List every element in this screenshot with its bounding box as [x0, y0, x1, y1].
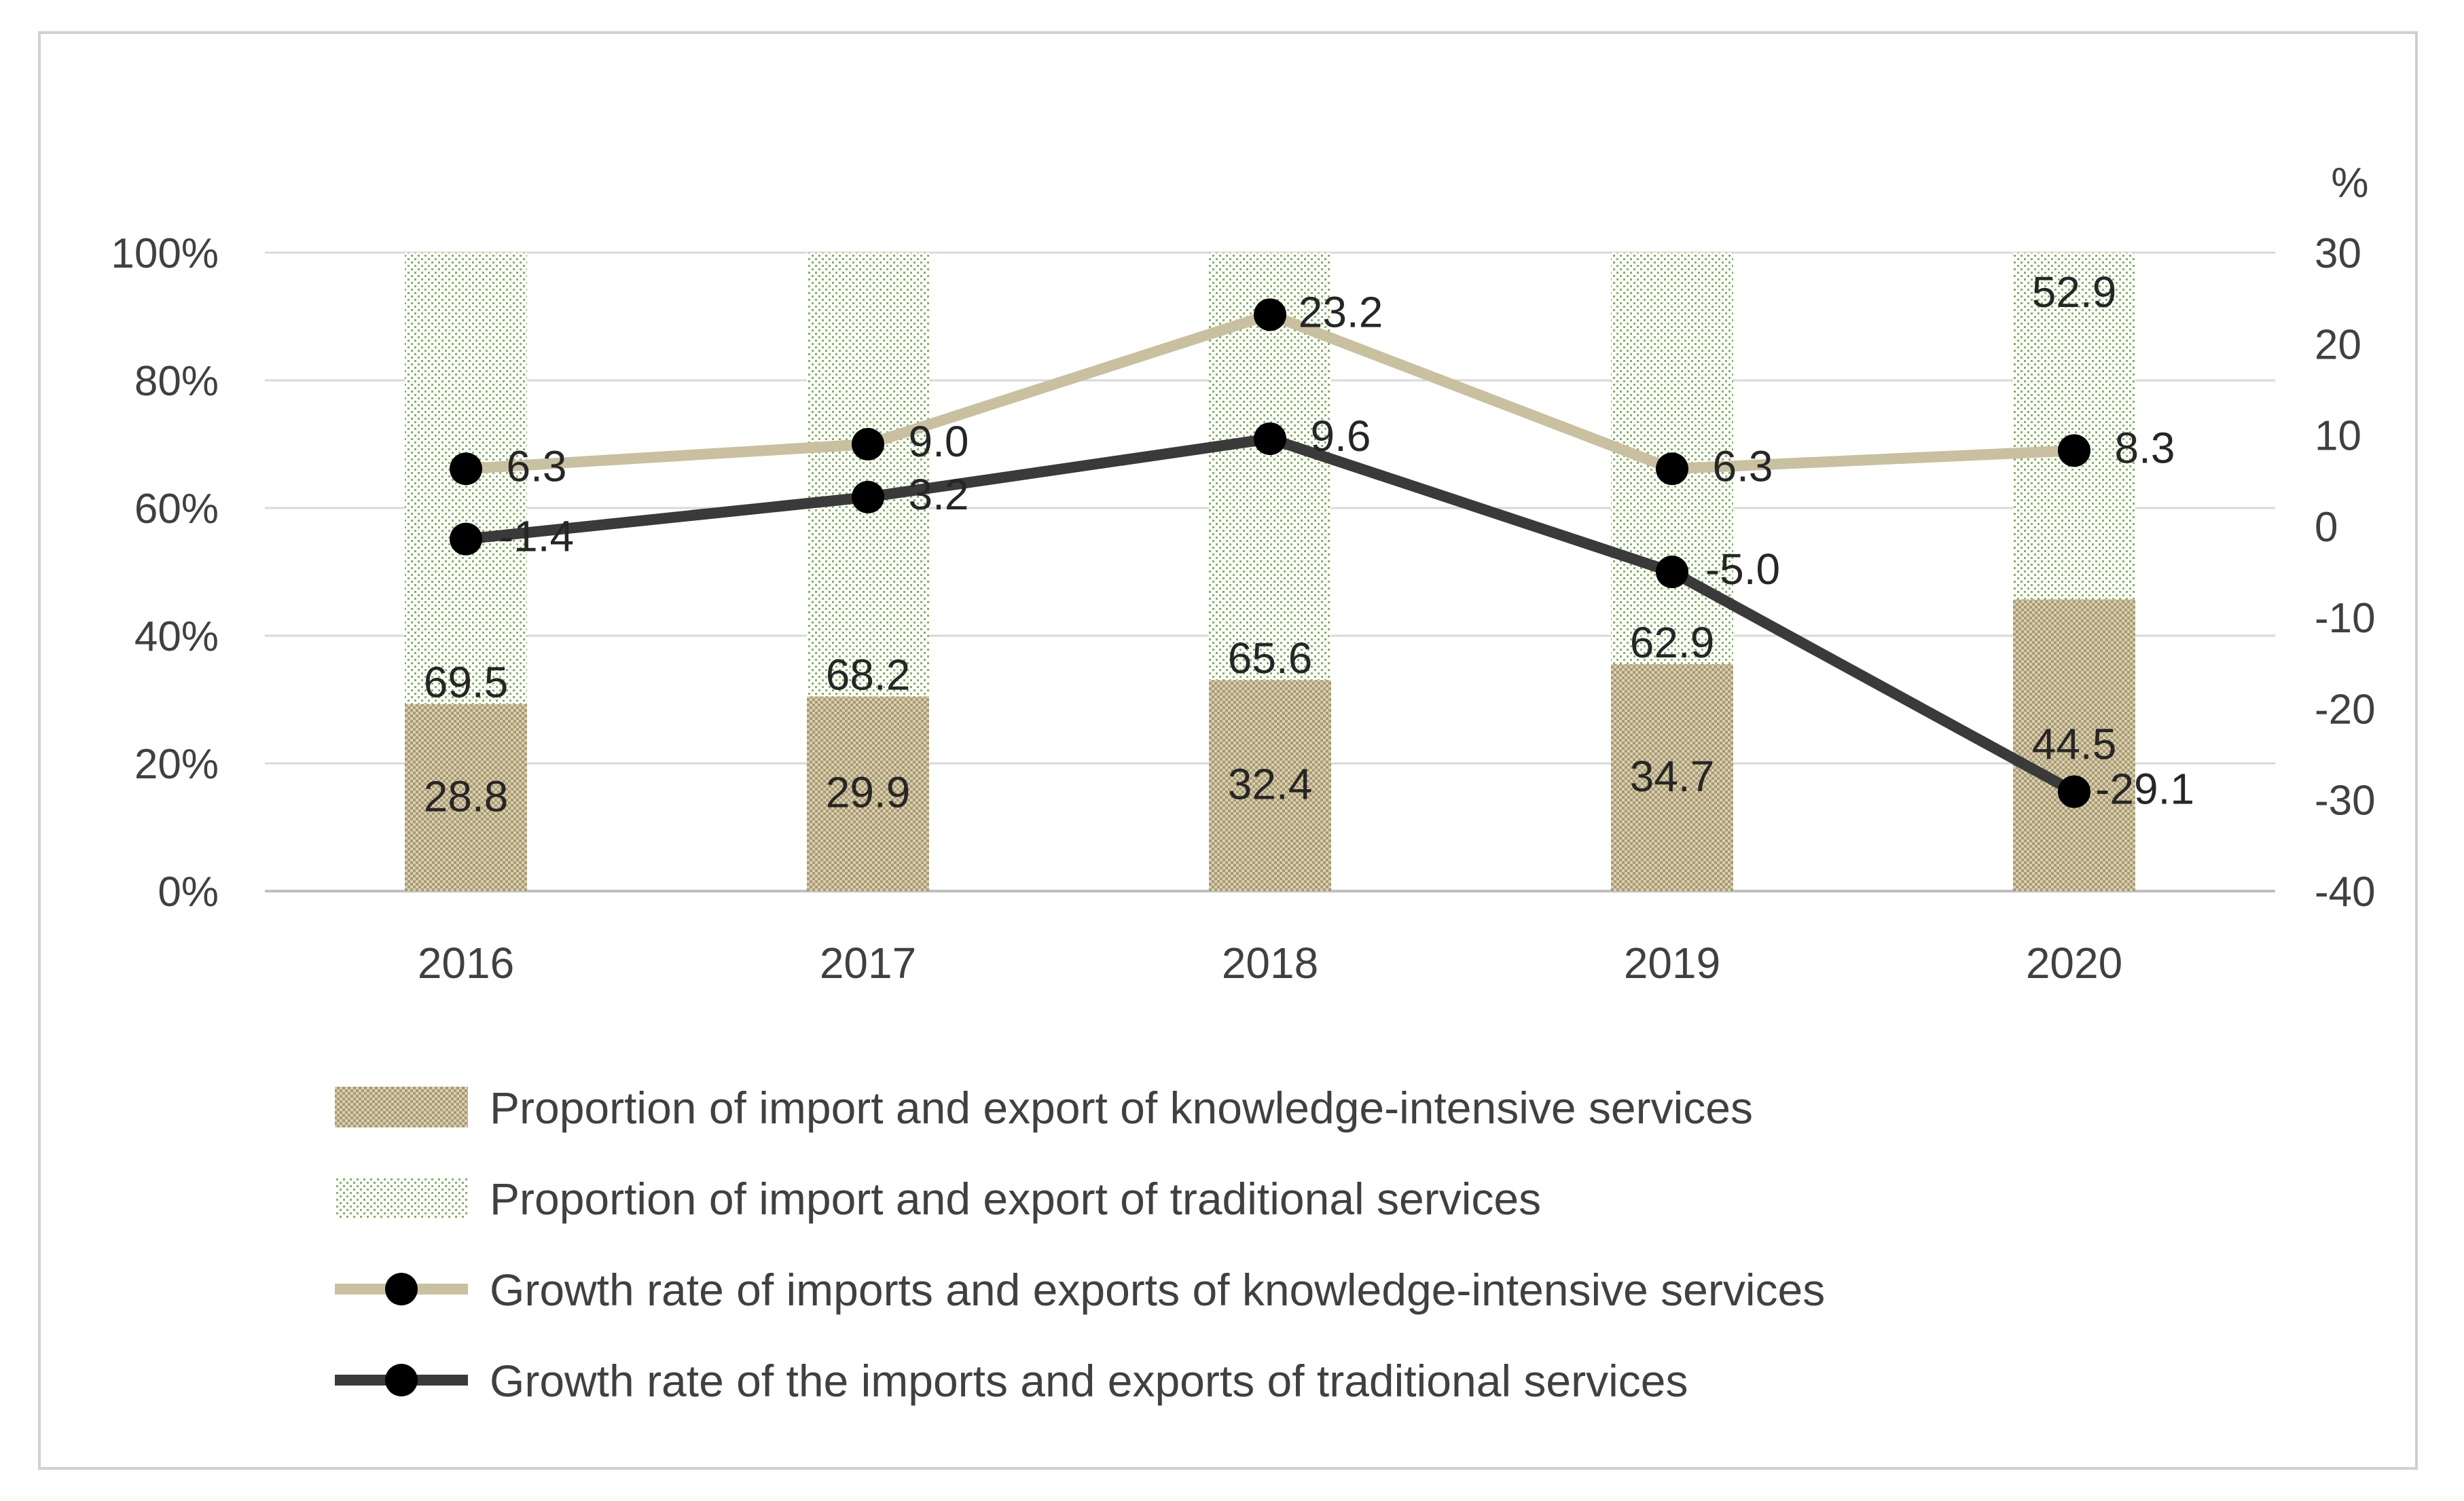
- axes: 100% 80% 60% 40% 20% 0% 30 20 10 0 -10 -20 -30 -40% 20…: [111, 160, 2375, 988]
- marker-traditional-2020: [2058, 775, 2090, 808]
- left-axis-tick-label: 0%: [158, 869, 219, 916]
- bar-knowledge-2018: [1209, 680, 1331, 891]
- x-axis-tick-label: 2018: [1222, 939, 1318, 988]
- right-axis-tick-label: -10: [2315, 595, 2376, 642]
- data-label-knowledge-growth: 6.3: [507, 441, 567, 490]
- data-label-traditional-share: 68.2: [826, 650, 911, 699]
- right-axis-tick-label: -30: [2315, 778, 2376, 825]
- data-label-traditional-growth: 9.6: [1311, 412, 1371, 460]
- right-axis-unit: %: [2331, 160, 2368, 206]
- data-label-traditional-share: 69.5: [424, 658, 509, 707]
- data-label-traditional-growth: 3.2: [909, 470, 969, 519]
- legend-label: Growth rate of the imports and exports o…: [490, 1356, 1688, 1406]
- data-label-knowledge-growth: 8.3: [2115, 423, 2175, 472]
- data-label-traditional-share: 62.9: [1630, 618, 1715, 667]
- left-axis-tick-label: 80%: [134, 358, 219, 405]
- bar-traditional-2020: [2013, 253, 2135, 600]
- legend-marker-2: [385, 1273, 418, 1305]
- legend-swatch-1: [335, 1178, 468, 1218]
- data-label-traditional-growth: -5.0: [1705, 545, 1780, 594]
- marker-traditional-2017: [852, 480, 884, 513]
- right-axis-tick-label: -40: [2315, 869, 2376, 916]
- marker-traditional-2019: [1656, 556, 1688, 588]
- data-label-knowledge-share: 29.9: [826, 768, 911, 817]
- bar-knowledge-2019: [1611, 664, 1733, 891]
- marker-knowledge-2017: [852, 428, 884, 460]
- bar-knowledge-2016: [405, 704, 527, 891]
- marker-knowledge-2020: [2058, 434, 2090, 467]
- left-axis-tick-label: 20%: [134, 741, 219, 788]
- x-axis-tick-label: 2016: [418, 939, 514, 988]
- data-label-knowledge-share: 34.7: [1630, 752, 1715, 801]
- bar-traditional-2017: [807, 253, 929, 697]
- data-label-knowledge-growth: 6.3: [1713, 441, 1773, 490]
- legend: Proportion of import and export of knowl…: [335, 1083, 1825, 1406]
- bar-knowledge-2017: [807, 696, 929, 891]
- data-label-knowledge-share: 44.5: [2032, 719, 2117, 768]
- left-axis-tick-label: 40%: [134, 613, 219, 660]
- right-axis-tick-label: 20: [2315, 321, 2361, 368]
- legend-swatch-0: [335, 1087, 468, 1127]
- marker-knowledge-2018: [1254, 298, 1286, 331]
- data-label-traditional-growth: -1.4: [499, 512, 574, 561]
- data-label-knowledge-share: 28.8: [424, 772, 509, 820]
- marker-knowledge-2016: [450, 452, 482, 486]
- legend-label: Growth rate of imports and exports of kn…: [490, 1265, 1825, 1315]
- legend-label: Proportion of import and export of knowl…: [490, 1083, 1753, 1133]
- data-labels: 28.8 69.5 29.9 68.2 32.4 65.6 34.7 62.9 44.5 52.9…: [424, 268, 2194, 820]
- left-axis-tick-label: 60%: [134, 486, 219, 532]
- x-axis-tick-label: 2019: [1624, 939, 1720, 988]
- data-label-knowledge-growth: 23.2: [1299, 287, 1383, 336]
- data-label-traditional-share: 52.9: [2032, 268, 2117, 317]
- legend-label: Proportion of import and export of tradi…: [490, 1174, 1541, 1224]
- right-axis-tick-label: -20: [2315, 686, 2376, 733]
- right-axis-tick-label: 10: [2315, 413, 2361, 460]
- right-axis-tick-label: 0: [2315, 504, 2338, 551]
- x-axis-tick-label: 2020: [2026, 939, 2122, 988]
- data-label-knowledge-share: 32.4: [1228, 760, 1313, 809]
- left-axis-tick-label: 100%: [111, 230, 219, 277]
- x-axis-tick-label: 2017: [820, 939, 916, 988]
- data-label-traditional-growth: -29.1: [2095, 765, 2194, 814]
- marker-traditional-2016: [450, 522, 482, 556]
- marker-traditional-2018: [1254, 422, 1286, 455]
- lines: [450, 298, 2090, 808]
- marker-knowledge-2019: [1656, 452, 1688, 486]
- right-axis-tick-label: 30: [2315, 230, 2361, 277]
- data-label-traditional-share: 65.6: [1228, 634, 1313, 683]
- data-label-knowledge-growth: 9.0: [909, 417, 969, 466]
- legend-marker-3: [385, 1364, 418, 1396]
- bar-knowledge-2020: [2013, 599, 2135, 891]
